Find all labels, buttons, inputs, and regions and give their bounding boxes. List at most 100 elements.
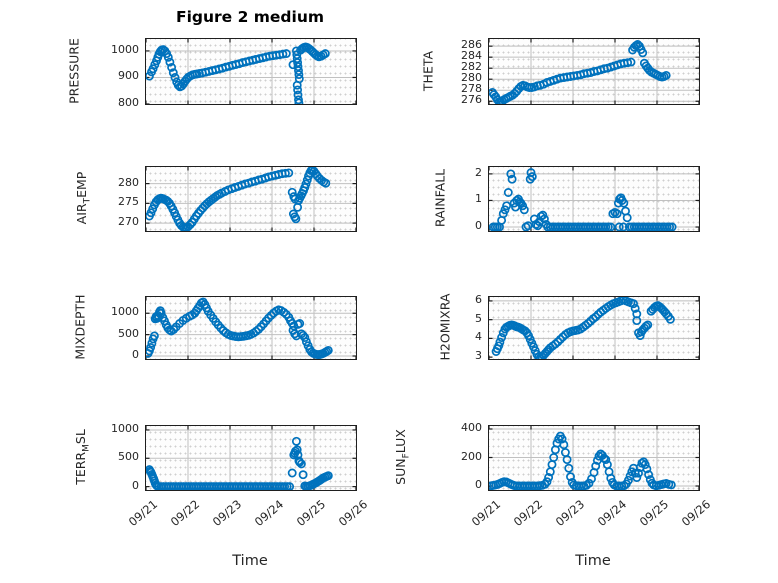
data-point bbox=[665, 314, 675, 324]
data-point bbox=[519, 205, 529, 215]
ytick-label-rainfall: 0 bbox=[475, 219, 482, 233]
ytick-label-theta: 278 bbox=[461, 82, 482, 96]
terrmsl-scatter bbox=[146, 426, 356, 490]
data-point bbox=[291, 436, 301, 446]
xtick-label: 09/26 bbox=[678, 497, 713, 530]
data-point bbox=[555, 334, 565, 344]
ytick-label-sunflux: 400 bbox=[461, 420, 482, 434]
data-point bbox=[300, 333, 310, 342]
ytick-label-pressure: 800 bbox=[118, 96, 139, 109]
data-point bbox=[264, 313, 274, 323]
ytick-label-theta: 284 bbox=[461, 49, 482, 63]
data-point bbox=[280, 168, 290, 178]
data-point bbox=[216, 323, 226, 333]
data-point bbox=[632, 473, 642, 482]
data-point bbox=[667, 222, 677, 231]
theta-scatter bbox=[489, 39, 699, 104]
ytick-label-h2omixra: 3 bbox=[475, 349, 482, 363]
ytick-label-theta: 282 bbox=[461, 60, 482, 74]
data-point bbox=[566, 472, 575, 482]
sunflux-scatter bbox=[489, 426, 699, 490]
data-point bbox=[500, 205, 510, 215]
data-point bbox=[547, 460, 557, 470]
data-point bbox=[156, 308, 166, 318]
subplot-airtemp bbox=[145, 166, 357, 232]
ylabel-terrmsl: TERRMSL bbox=[72, 429, 92, 485]
ylabel-sunflux: SUNFLUX bbox=[392, 429, 412, 485]
ytick-label-airtemp: 280 bbox=[118, 175, 139, 189]
data-point bbox=[586, 316, 596, 326]
ytick-label-theta: 276 bbox=[461, 93, 482, 107]
data-point bbox=[503, 188, 513, 197]
data-point bbox=[163, 52, 173, 62]
data-point bbox=[298, 470, 308, 480]
ytick-label-theta: 286 bbox=[461, 38, 482, 52]
data-point bbox=[266, 310, 276, 320]
ytick-label-mixdepth: 500 bbox=[118, 326, 139, 340]
data-point bbox=[292, 445, 302, 455]
data-point bbox=[606, 222, 616, 231]
data-point bbox=[629, 299, 638, 309]
data-point bbox=[291, 214, 301, 224]
data-point bbox=[634, 468, 643, 478]
data-point bbox=[497, 333, 507, 342]
data-point bbox=[294, 98, 304, 104]
data-point bbox=[661, 70, 671, 80]
ylabel-rainfall: RAINFALL bbox=[432, 168, 448, 228]
ylabel-h2omixra: H2OMIXRA bbox=[437, 293, 453, 361]
data-point bbox=[523, 221, 533, 231]
data-point bbox=[618, 222, 628, 231]
data-point bbox=[293, 58, 303, 68]
data-point bbox=[550, 339, 560, 349]
data-point bbox=[557, 434, 567, 444]
data-point bbox=[527, 172, 537, 182]
data-point bbox=[641, 321, 651, 331]
data-point bbox=[666, 480, 676, 490]
ytick-label-airtemp: 275 bbox=[118, 195, 139, 209]
data-point bbox=[149, 331, 159, 341]
xaxis-label-left: Time bbox=[232, 553, 268, 569]
ylabel-airtemp: AIRTEMP bbox=[73, 171, 93, 225]
ytick-label-rainfall: 1 bbox=[475, 192, 482, 206]
data-point bbox=[638, 48, 648, 58]
ytick-label-h2omixra: 6 bbox=[475, 292, 482, 306]
data-point bbox=[168, 68, 178, 78]
data-point bbox=[549, 453, 559, 462]
data-point bbox=[146, 71, 154, 81]
xtick-label: 09/21 bbox=[125, 497, 160, 530]
xaxis-label-right: Time bbox=[575, 553, 611, 569]
ytick-label-terrmsl: 500 bbox=[118, 450, 139, 464]
pressure-scatter bbox=[146, 39, 356, 104]
ytick-label-sunflux: 200 bbox=[461, 449, 482, 463]
data-point bbox=[640, 460, 650, 470]
data-point bbox=[323, 471, 333, 481]
xtick-label: 09/23 bbox=[209, 497, 244, 530]
data-point bbox=[534, 352, 544, 359]
ylabel-theta: THETA bbox=[420, 50, 436, 91]
xtick-label: 09/24 bbox=[251, 497, 286, 530]
data-point bbox=[321, 178, 331, 188]
data-point bbox=[185, 220, 195, 230]
data-point bbox=[632, 316, 642, 326]
data-point bbox=[278, 49, 288, 59]
data-point bbox=[623, 58, 633, 68]
data-point bbox=[619, 481, 629, 490]
data-point bbox=[630, 303, 640, 313]
xtick-label: 09/23 bbox=[552, 497, 587, 530]
data-point bbox=[614, 222, 624, 231]
data-point bbox=[623, 475, 633, 485]
data-point bbox=[146, 343, 156, 352]
xtick-label: 09/22 bbox=[167, 497, 202, 530]
data-point bbox=[542, 477, 552, 487]
xtick-label: 09/25 bbox=[636, 497, 671, 530]
data-point bbox=[507, 174, 517, 184]
mixdepth-scatter bbox=[146, 297, 356, 359]
xtick-label: 09/24 bbox=[594, 497, 629, 530]
data-point bbox=[285, 482, 295, 490]
data-point bbox=[612, 209, 622, 219]
data-point bbox=[293, 62, 303, 72]
ytick-label-h2omixra: 4 bbox=[475, 330, 482, 344]
ytick-label-h2omixra: 5 bbox=[475, 311, 482, 325]
data-point bbox=[526, 168, 536, 178]
